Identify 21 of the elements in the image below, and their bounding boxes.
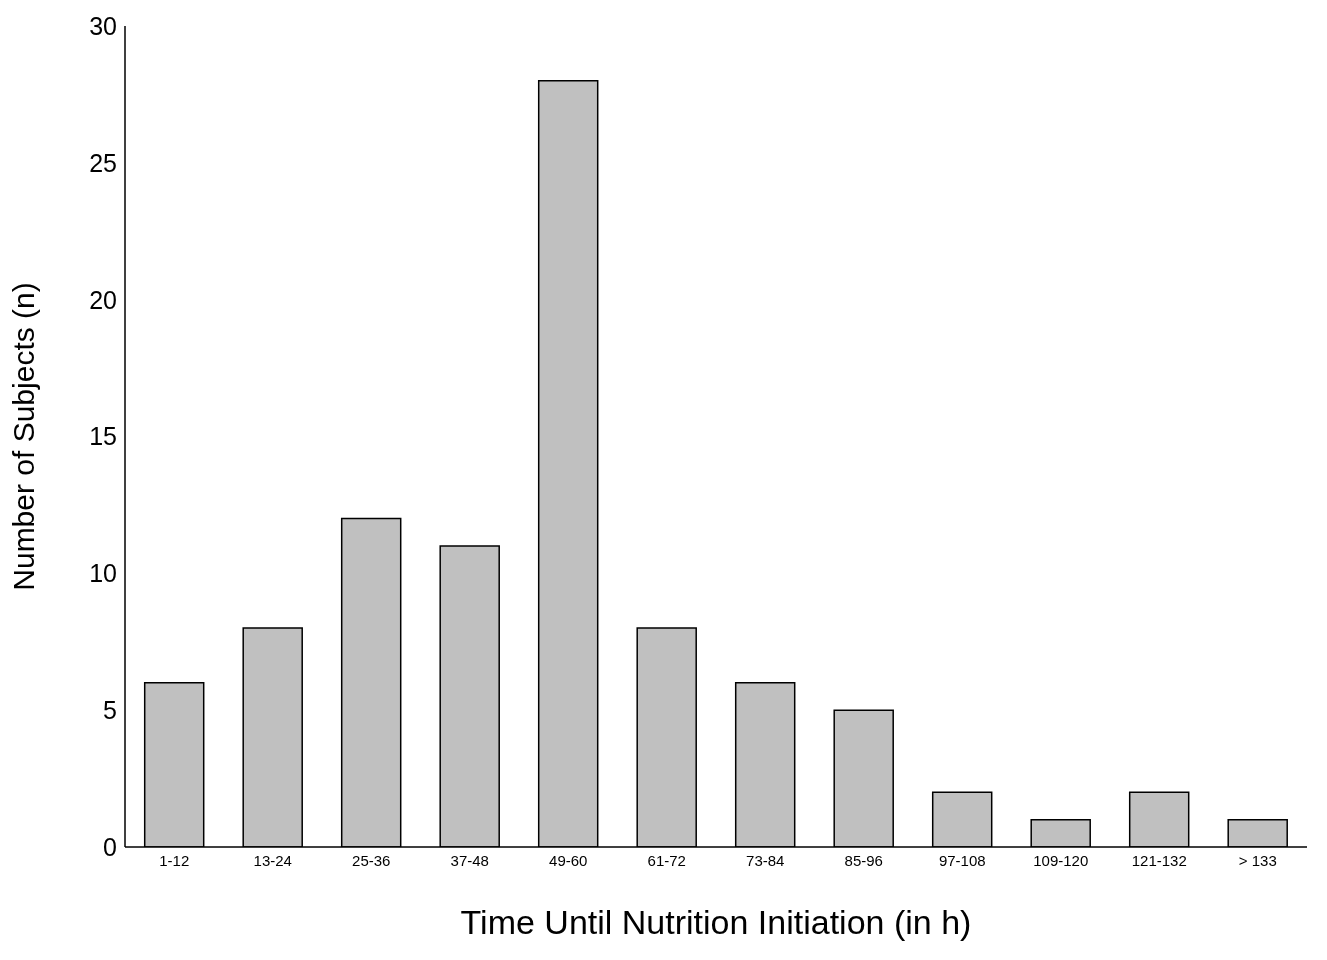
- x-tick-label: 49-60: [549, 851, 588, 869]
- x-tick-label: 1-12: [159, 851, 190, 869]
- x-tick-label: 37-48: [450, 851, 489, 869]
- x-tick-label: > 133: [1238, 851, 1277, 869]
- y-axis-title: Number of Subjects (n): [6, 282, 40, 591]
- y-tick-label: 25: [89, 148, 117, 177]
- y-tick-label: 5: [103, 696, 117, 725]
- x-tick-label: 13-24: [253, 851, 292, 869]
- y-tick-label: 15: [89, 422, 117, 451]
- x-tick-label: 121-132: [1131, 851, 1187, 869]
- y-tick-label: 20: [89, 285, 117, 314]
- x-tick-label: 85-96: [844, 851, 883, 869]
- x-tick-label: 25-36: [352, 851, 391, 869]
- y-tick-label: 10: [89, 559, 117, 588]
- x-tick-label: 73-84: [746, 851, 785, 869]
- x-tick-label: 61-72: [647, 851, 686, 869]
- x-tick-label: 109-120: [1033, 851, 1089, 869]
- x-tick-label: 97-108: [938, 851, 986, 869]
- y-tick-label: 30: [89, 11, 117, 40]
- x-axis-title: Time Until Nutrition Initiation (in h): [460, 903, 972, 941]
- y-tick-label: 0: [103, 832, 117, 861]
